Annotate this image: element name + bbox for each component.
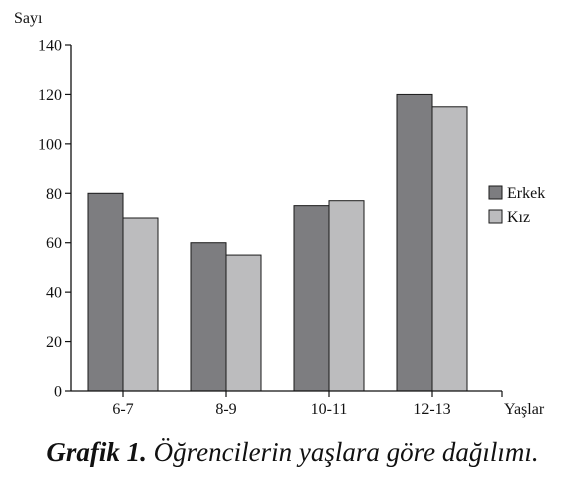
x-tick-label: 12-13 xyxy=(413,401,450,418)
y-tick-label: 80 xyxy=(46,186,62,203)
legend-label-kiz: Kız xyxy=(507,209,530,226)
x-tick-label: 6-7 xyxy=(112,401,133,418)
y-tick-label: 120 xyxy=(38,87,62,104)
x-axis-title: Yaşlar xyxy=(504,401,545,418)
caption-label: Grafik 1. xyxy=(46,437,147,467)
legend-swatch-kiz xyxy=(488,209,503,224)
bar-erkek-10-11 xyxy=(293,205,330,392)
legend-label-erkek: Erkek xyxy=(507,185,545,202)
legend-swatch-erkek xyxy=(488,185,503,200)
bar-kiz-12-13 xyxy=(431,106,468,392)
bar-chart: Sayı 0 20 40 60 80 100 120 140 6-7 8-9 10-11 12-13… xyxy=(14,10,545,418)
figure-caption: Grafik 1. Öğrencilerin yaşlara göre dağı… xyxy=(0,437,585,468)
bar-erkek-12-13 xyxy=(396,93,433,392)
x-axis: 6-7 8-9 10-11 12-13 xyxy=(112,391,503,418)
y-axis-title: Sayı xyxy=(14,10,43,27)
bar-erkek-6-7 xyxy=(87,192,124,392)
legend: Erkek Kız xyxy=(488,185,545,226)
y-tick-label: 100 xyxy=(38,136,62,153)
bar-kiz-6-7 xyxy=(122,217,159,392)
y-tick-label: 140 xyxy=(38,38,62,55)
x-tick-label: 10-11 xyxy=(311,401,348,418)
x-tick-label: 8-9 xyxy=(215,401,236,418)
y-tick-label: 0 xyxy=(54,384,62,401)
y-axis: 0 20 40 60 80 100 120 140 xyxy=(38,38,71,401)
bars xyxy=(87,93,468,392)
y-tick-label: 60 xyxy=(46,235,62,252)
bar-erkek-8-9 xyxy=(190,242,227,392)
y-tick-label: 20 xyxy=(46,334,62,351)
y-tick-label: 40 xyxy=(46,285,62,302)
bar-kiz-8-9 xyxy=(225,254,262,392)
bar-kiz-10-11 xyxy=(328,200,365,392)
caption-text: Öğrencilerin yaşlara göre dağılımı. xyxy=(146,437,539,467)
